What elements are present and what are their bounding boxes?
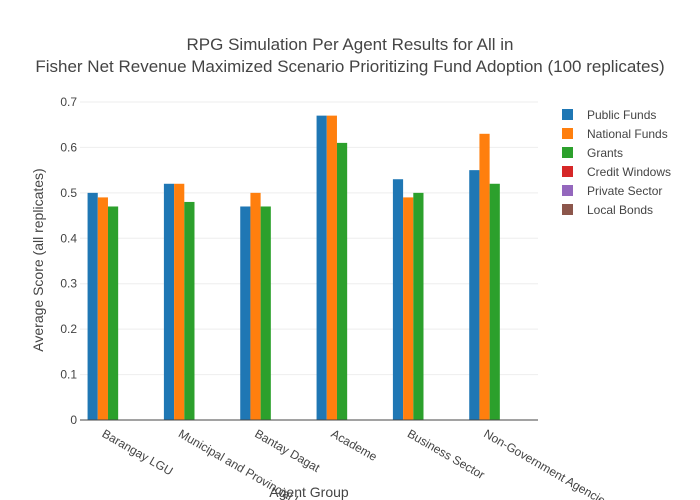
legend-label: Credit Windows <box>587 165 671 179</box>
legend: Public Funds National Funds Grants Credit W… <box>562 108 671 217</box>
bar <box>326 115 337 420</box>
y-tick-label: 0.3 <box>60 277 77 291</box>
gridlines <box>80 101 538 376</box>
bar <box>260 206 271 420</box>
legend-swatch <box>562 147 573 158</box>
legend-swatch <box>562 204 573 215</box>
bar <box>469 170 480 420</box>
legend-label: Private Sector <box>587 184 662 198</box>
bars <box>87 115 500 421</box>
bar <box>163 183 175 420</box>
legend-swatch <box>562 185 573 196</box>
legend-swatch <box>562 109 573 120</box>
y-tick-label: 0.2 <box>60 322 77 336</box>
y-tick-label: 0.1 <box>60 368 77 382</box>
bar <box>413 192 424 420</box>
bar <box>479 133 490 421</box>
legend-label: National Funds <box>587 127 668 141</box>
y-axis-title: Average Score (all replicates) <box>30 168 46 351</box>
chart-title-line1: RPG Simulation Per Agent Results for All… <box>187 35 514 54</box>
bar <box>250 192 261 420</box>
bar <box>87 192 98 420</box>
bar <box>174 183 185 420</box>
bar <box>184 201 195 420</box>
y-tick-label: 0.4 <box>60 231 77 245</box>
x-tick-label: Non-Government Agencies <box>481 426 613 500</box>
x-tick-label: Academe <box>329 426 380 464</box>
x-tick-label: Barangay LGU <box>100 426 176 478</box>
y-tick-label: 0 <box>70 413 77 427</box>
x-axis-title: Agent Group <box>269 484 349 500</box>
legend-label: Public Funds <box>587 108 656 122</box>
chart-title-line2: Fisher Net Revenue Maximized Scenario Pr… <box>35 57 664 76</box>
bar <box>336 142 348 420</box>
bar <box>240 206 251 420</box>
x-tick-labels: Barangay LGU Municipal and Provincial LGU… <box>100 426 613 500</box>
legend-label: Local Bonds <box>587 203 653 217</box>
legend-swatch <box>562 128 573 139</box>
bar <box>403 197 414 420</box>
bar <box>107 206 119 420</box>
bar <box>316 115 327 420</box>
y-tick-label: 0.5 <box>60 186 77 200</box>
legend-swatch <box>562 166 573 177</box>
bar <box>392 179 404 420</box>
legend-label: Grants <box>587 146 623 160</box>
y-tick-label: 0.6 <box>60 140 77 154</box>
bar <box>97 197 108 420</box>
bar <box>489 183 500 420</box>
y-tick-label: 0.7 <box>60 95 77 109</box>
x-tick-label: Bantay Dagat <box>252 426 323 475</box>
y-tick-labels: 0 0.1 0.2 0.3 0.4 0.5 0.6 0.7 <box>60 95 77 427</box>
x-tick-label: Business Sector <box>405 426 487 481</box>
